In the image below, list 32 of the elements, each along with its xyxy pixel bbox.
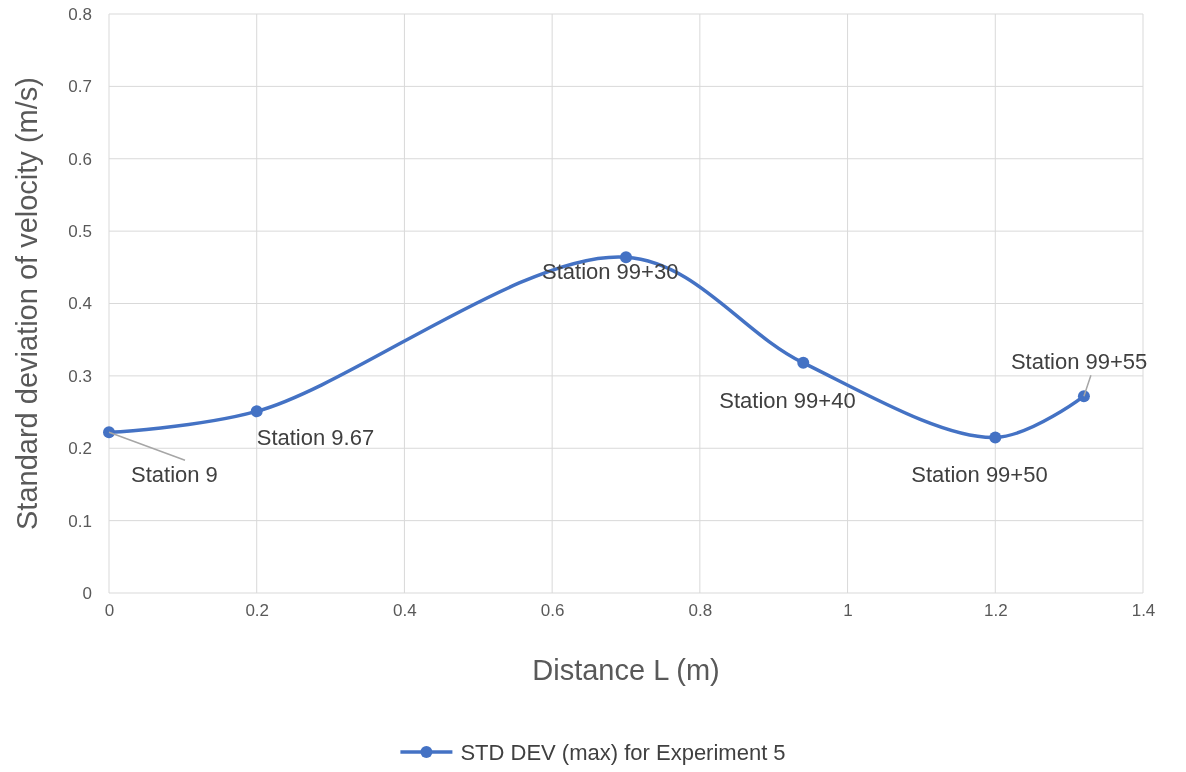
x-tick-label: 0 (104, 601, 115, 621)
y-axis-title: Standard deviation of velocity (m/s) (11, 77, 43, 530)
y-tick-label: 0.1 (68, 511, 92, 531)
legend-label: STD DEV (max) for Experiment 5 (460, 740, 786, 765)
y-tick-label: 0.5 (68, 222, 92, 242)
annotation: Station 9.67 (256, 425, 375, 451)
x-tick-label: 1.2 (983, 601, 1008, 621)
point (989, 431, 1002, 444)
x-tick-label: 0.8 (688, 601, 713, 621)
y-tick-label: 0.4 (68, 294, 92, 314)
y-tick-label: 0 (82, 583, 92, 603)
y-tick-label: 0.2 (68, 439, 92, 459)
annotation: Station 9 (131, 462, 218, 488)
x-tick-label: 0.4 (393, 601, 417, 621)
y-tick-label: 0.3 (68, 366, 92, 386)
x-tick-label: 1.4 (1131, 601, 1156, 621)
point (1077, 390, 1090, 403)
annotation: Station 99+40 (719, 387, 856, 413)
x-axis-title: Distance L (m) (532, 654, 720, 686)
y-tick-label: 0.8 (68, 4, 92, 24)
x-tick-label: 1 (843, 601, 853, 621)
point (797, 356, 810, 369)
y-tick-label: 0.6 (68, 149, 92, 169)
point (620, 251, 632, 264)
x-tick-label: 0.2 (245, 601, 270, 621)
annotation: Station 99+30 (542, 259, 679, 285)
annotation: Station 99+55 (1010, 349, 1148, 375)
annotation: Station 99+50 (911, 462, 1048, 488)
y-tick-label: 0.7 (68, 77, 92, 97)
point (103, 426, 115, 439)
point (250, 405, 263, 418)
x-tick-label: 0.6 (540, 601, 565, 621)
